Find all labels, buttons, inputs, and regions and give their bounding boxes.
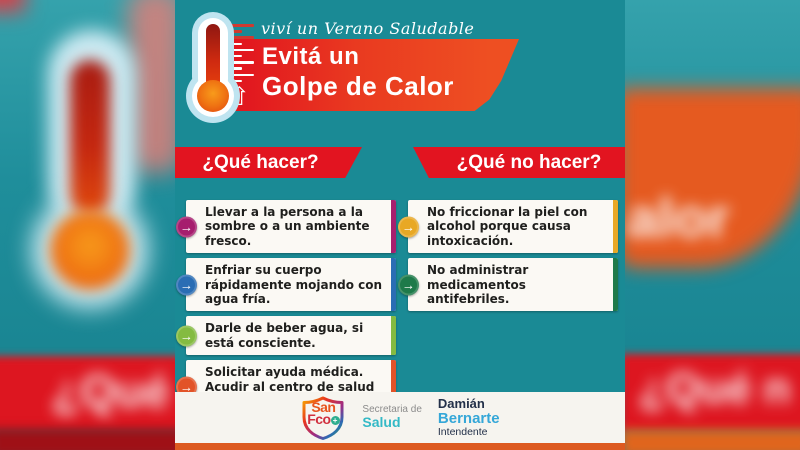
logo-line-san: San: [311, 398, 336, 415]
footer: San Fco + Secretaria de Salud Damián Bern…: [175, 392, 625, 443]
list-what-not-to-do: → No friccionar la piel con alcohol porq…: [398, 200, 618, 312]
intendente-block: Damián Bernarte Intendente: [438, 397, 500, 437]
background-blur-left: ¿Qué: [0, 0, 175, 450]
blurred-text-calor: alor: [627, 186, 730, 249]
heading-what-not-to-do: ¿Qué no hacer?: [413, 147, 625, 178]
blurred-red-band-left: [0, 356, 175, 432]
blurred-text-right: ¿Qué n: [639, 364, 791, 413]
sanfco-logo-text: San Fco +: [300, 398, 346, 426]
dont-item-text: No administrar medicamentos antifebriles…: [427, 263, 529, 306]
thermometer-icon: [186, 12, 240, 123]
todo-item-text: Llevar a la persona a la sombre o a un a…: [205, 205, 370, 248]
blurred-thermometer-tube: [70, 60, 110, 215]
title-text: Evitá un Golpe de Calor: [262, 42, 454, 103]
blurred-red-corner: [0, 0, 25, 12]
item-edge-bar: [613, 258, 618, 312]
title-line-1: Evitá un: [262, 43, 360, 70]
todo-item-1: → Llevar a la persona a la sombre o a un…: [176, 200, 396, 254]
arrow-right-icon: →: [176, 216, 197, 238]
item-edge-bar: [391, 258, 396, 312]
card-bottom-bar: [175, 443, 625, 450]
blurred-maroon-strip: [0, 428, 175, 450]
tagline-text: viví un Verano Saludable: [261, 19, 475, 38]
secretaria-salud-block: Secretaria de Salud: [362, 404, 421, 430]
background-blur-right: alor ¿Qué n: [625, 0, 800, 450]
heading-what-to-do: ¿Qué hacer?: [175, 147, 362, 178]
org-line-2: Salud: [362, 414, 401, 431]
person-surname: Bernarte: [437, 409, 500, 427]
person-role: Intendente: [437, 425, 488, 438]
item-edge-bar: [613, 200, 618, 254]
arrow-right-icon: →: [398, 274, 419, 296]
todo-item-2: → Enfriar su cuerpo rápidamente mojando …: [176, 258, 396, 312]
list-what-to-do: → Llevar a la persona a la sombre o a un…: [176, 200, 396, 414]
item-edge-bar: [391, 316, 396, 356]
blurred-text-left: ¿Qué: [52, 365, 170, 417]
item-edge-bar: [391, 360, 396, 414]
arrow-right-icon: →: [176, 376, 197, 398]
dont-item-2: → No administrar medicamentos antifebril…: [398, 258, 618, 312]
person-first-name: Damián: [437, 396, 485, 412]
title-banner: Evitá un Golpe de Calor: [223, 39, 519, 111]
sanfco-logo: San Fco +: [300, 396, 346, 440]
title-line-2: Golpe de Calor: [262, 71, 454, 102]
arrow-right-icon: →: [176, 325, 197, 347]
item-edge-bar: [391, 200, 396, 254]
infographic-card: Evitá un Golpe de Calor viví un Verano S…: [175, 0, 625, 450]
dont-item-text: No friccionar la piel con alcohol porque…: [427, 205, 588, 248]
logo-line-fco: Fco +: [300, 412, 346, 426]
arrow-right-icon: →: [398, 216, 419, 238]
dont-item-1: → No friccionar la piel con alcohol porq…: [398, 200, 618, 254]
blurred-thermometer-bulb: [50, 210, 130, 290]
shield-icon: [302, 396, 344, 440]
todo-item-text: Enfriar su cuerpo rápidamente mojando co…: [205, 263, 383, 306]
plus-circle-icon: +: [330, 416, 340, 426]
org-line-1: Secretaria de: [362, 404, 422, 416]
blurred-orange-strip: [625, 429, 800, 450]
arrow-right-icon: →: [176, 274, 197, 296]
todo-item-3: → Darle de beber agua, si está conscient…: [176, 316, 396, 356]
blurred-red-band-right: [625, 354, 800, 432]
todo-item-text: Darle de beber agua, si está consciente.: [205, 321, 364, 350]
